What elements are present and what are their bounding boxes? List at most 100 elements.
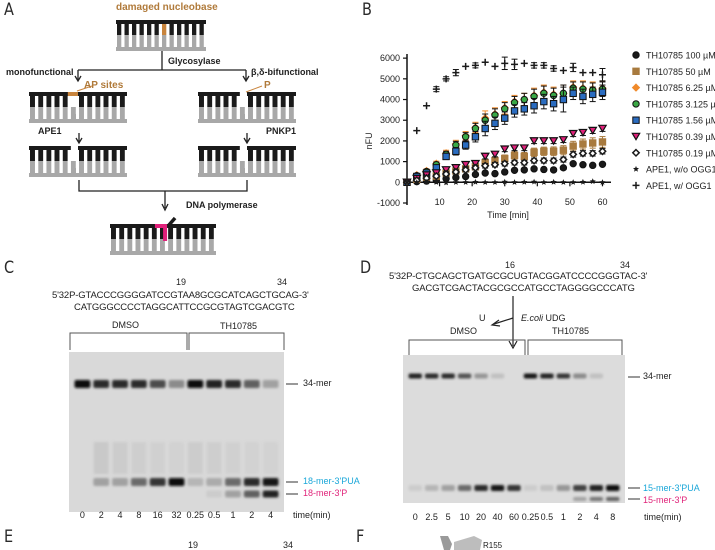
base-bottom: [184, 35, 189, 47]
strand-break: [70, 91, 78, 107]
base-top: [79, 150, 84, 161]
bottom-backbone: [198, 119, 296, 123]
band-pua-label-d: 15-mer-3'PUA: [643, 483, 700, 493]
base-bottom: [272, 161, 278, 173]
base-bottom: [38, 161, 44, 173]
merge-lines: [78, 180, 248, 208]
ap-site-mark: [67, 92, 78, 96]
rung-gap: [253, 96, 257, 119]
y-tick-label: 0: [395, 177, 400, 187]
legend-item: TH10785 100 µM: [632, 51, 715, 61]
marker-plus: [530, 61, 538, 69]
marker-square: [442, 152, 450, 161]
base-bottom: [62, 161, 68, 173]
marker-diamond-open: [451, 167, 461, 177]
base-bottom: [30, 107, 35, 119]
rung-gap: [189, 24, 192, 47]
marker-triangle: [631, 132, 641, 141]
rung-gap: [27, 96, 30, 119]
rung-gap: [60, 150, 63, 173]
top-backbone: [116, 20, 206, 24]
series-6: [402, 147, 607, 187]
band-pua-label-c: 18-mer-3'PUA: [303, 476, 360, 486]
gel-band: [424, 373, 439, 379]
series-4: [403, 84, 607, 187]
rung-gap: [141, 228, 144, 251]
marker-square: [632, 67, 640, 76]
marker-circle: [589, 161, 597, 170]
gel-band: [74, 380, 91, 388]
base-top: [154, 24, 159, 35]
legend-label: APE1, w/ OGG1: [646, 181, 712, 191]
base-bottom: [231, 161, 237, 173]
rung-gap: [125, 150, 128, 173]
lane-label: 2.5: [425, 512, 438, 522]
base-top: [62, 150, 68, 161]
marker-star: [443, 179, 450, 186]
marker-square: [579, 140, 587, 148]
bottom-backbone: [116, 47, 206, 51]
y-tick-label: 1000: [380, 157, 400, 167]
base-top: [288, 96, 294, 107]
base-bottom: [30, 161, 35, 173]
marker-plus: [432, 85, 440, 93]
base-top: [199, 24, 204, 35]
rung-gap: [60, 96, 63, 119]
x-tick-label: 20: [467, 197, 477, 207]
marker-plus: [511, 60, 519, 68]
base-bottom: [127, 239, 133, 251]
base-bottom: [272, 107, 278, 119]
gel-band: [168, 380, 185, 388]
th10785-group-label-d: TH10785: [552, 326, 590, 336]
base-bottom: [200, 239, 206, 251]
strand-break: [70, 145, 78, 161]
marker-square: [530, 102, 538, 110]
base-top: [30, 150, 35, 161]
marker-plus: [452, 69, 460, 77]
base-top: [87, 150, 93, 161]
gel-band: [589, 373, 604, 379]
rung-gap: [76, 96, 79, 119]
marker-square: [481, 124, 489, 133]
legend-label: TH10785 3.125 µM: [646, 99, 715, 109]
gel-smear: [225, 442, 241, 474]
x-tick-label: 30: [500, 197, 510, 207]
rung-gap: [294, 96, 297, 119]
base-bottom: [70, 161, 76, 173]
abasic-base: [240, 114, 245, 119]
gel-band: [262, 478, 279, 486]
y-tick-label: 5000: [380, 74, 400, 84]
gel-band: [130, 380, 147, 388]
gel-band: [556, 373, 571, 379]
marker-circle: [520, 95, 528, 104]
rung-gap: [125, 96, 128, 119]
marker-plus: [481, 58, 489, 66]
base-bottom: [168, 239, 174, 251]
lane-label: 16: [152, 510, 163, 520]
base-top: [288, 150, 294, 161]
marker-circle: [481, 169, 489, 177]
base-top: [46, 96, 52, 107]
marker-star: [560, 179, 567, 185]
base-bottom: [177, 35, 182, 47]
marker-diamond-open: [539, 156, 549, 165]
base-top: [256, 150, 262, 161]
abasic-base: [240, 168, 245, 173]
gel-band: [540, 485, 554, 491]
marker-circle: [520, 166, 528, 174]
marker-triangle: [460, 160, 471, 170]
base-bottom: [103, 161, 109, 173]
marker-triangle: [539, 137, 549, 146]
marker-square: [569, 89, 577, 98]
marker-diamond-open: [549, 156, 558, 165]
lane-label: 2: [249, 510, 255, 520]
rung-gap: [35, 150, 39, 173]
enzyme-organism: E.coli: [521, 313, 544, 323]
base-top: [54, 150, 60, 161]
marker-plus: [632, 181, 640, 189]
marker-square: [501, 114, 509, 122]
gel-band: [168, 478, 185, 486]
sequence-bottom-strand-d: GACGTCGACTACGCGCCATGCCTAGGGGCCCATG: [412, 283, 635, 294]
marker-triangle: [587, 126, 598, 135]
marker-square: [471, 133, 480, 141]
